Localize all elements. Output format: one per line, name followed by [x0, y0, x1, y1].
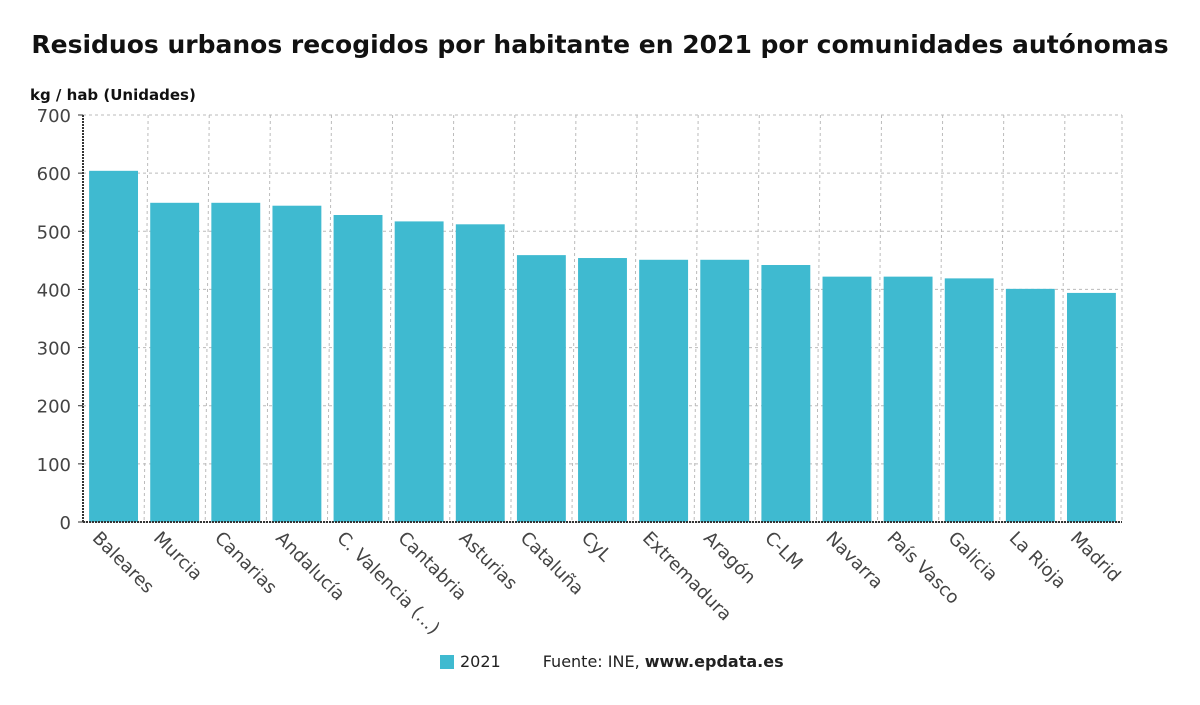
- x-tick-label: C-LM: [760, 528, 806, 574]
- bar-andaluc-a: [272, 205, 322, 522]
- gridline-x: [999, 114, 1005, 523]
- source-site[interactable]: www.epdata.es: [644, 652, 784, 671]
- x-tick-label: Galicia: [944, 528, 1002, 586]
- y-tick-label: 600: [37, 164, 71, 185]
- gridline-x: [815, 114, 821, 523]
- gridline-x: [143, 114, 149, 523]
- x-tick-label: C. Valencia (...): [332, 528, 443, 639]
- gridline-x: [938, 114, 944, 523]
- bar-asturias: [455, 224, 505, 522]
- legend: 2021 Fuente: INE, www.epdata.es: [440, 652, 784, 671]
- gridline-x: [265, 114, 271, 523]
- source-prefix: Fuente: INE,: [542, 652, 645, 671]
- gridline-x: [877, 114, 883, 523]
- x-tick-label: Cataluña: [516, 528, 588, 600]
- bar-c-lm: [761, 265, 811, 522]
- bar-galicia: [944, 278, 994, 522]
- y-axis-label: kg / hab (Unidades): [30, 86, 196, 104]
- gridline-x: [388, 114, 394, 523]
- bar-baleares: [89, 170, 139, 522]
- gridline-x: [510, 114, 516, 523]
- bar-navarra: [822, 276, 872, 522]
- gridline-x: [326, 114, 332, 523]
- gridline-x: [449, 114, 455, 523]
- bar-cyl: [578, 258, 627, 522]
- y-tick-label: 400: [37, 280, 71, 301]
- y-tick-label: 500: [37, 222, 71, 243]
- y-tick-label: 200: [37, 397, 71, 418]
- x-tick-label: Aragón: [699, 528, 760, 589]
- y-tick-label: 100: [37, 455, 71, 476]
- x-tick-label: Canarias: [210, 528, 281, 599]
- y-tick-label: 700: [37, 106, 71, 127]
- source-note: Fuente: INE, www.epdata.es: [543, 652, 784, 671]
- bar-pa-s-vasco: [883, 276, 933, 522]
- x-tick-label: Murcia: [149, 528, 206, 585]
- legend-swatch: [440, 654, 454, 669]
- bar-extremadura: [639, 259, 689, 522]
- gridline-x: [754, 114, 760, 523]
- bar-murcia: [150, 202, 200, 522]
- bar-la-rioja: [1005, 288, 1055, 522]
- bar-c-valencia-: [333, 215, 383, 522]
- y-tick-label: 0: [60, 513, 71, 534]
- bar-madrid: [1066, 292, 1116, 522]
- x-tick-label: Baleares: [88, 528, 158, 598]
- x-tick-label: Navarra: [821, 528, 887, 594]
- x-tick-label: La Rioja: [1005, 528, 1070, 593]
- gridline-x: [632, 114, 638, 523]
- bar-canarias: [211, 202, 261, 522]
- gridline-x: [693, 114, 699, 523]
- y-tick-label: 300: [37, 339, 71, 360]
- gridline-x: [204, 114, 210, 523]
- bar-cantabria: [394, 221, 444, 522]
- bar-arag-n: [700, 259, 750, 522]
- gridline-x: [571, 114, 577, 523]
- x-tick-label: CyL: [577, 528, 615, 566]
- chart-title: Residuos urbanos recogidos por habitante…: [31, 30, 1169, 59]
- bar-catalu-a: [516, 255, 566, 523]
- gridline-x: [1060, 114, 1066, 523]
- x-tick-label: Madrid: [1066, 528, 1125, 587]
- legend-label: 2021: [460, 652, 501, 671]
